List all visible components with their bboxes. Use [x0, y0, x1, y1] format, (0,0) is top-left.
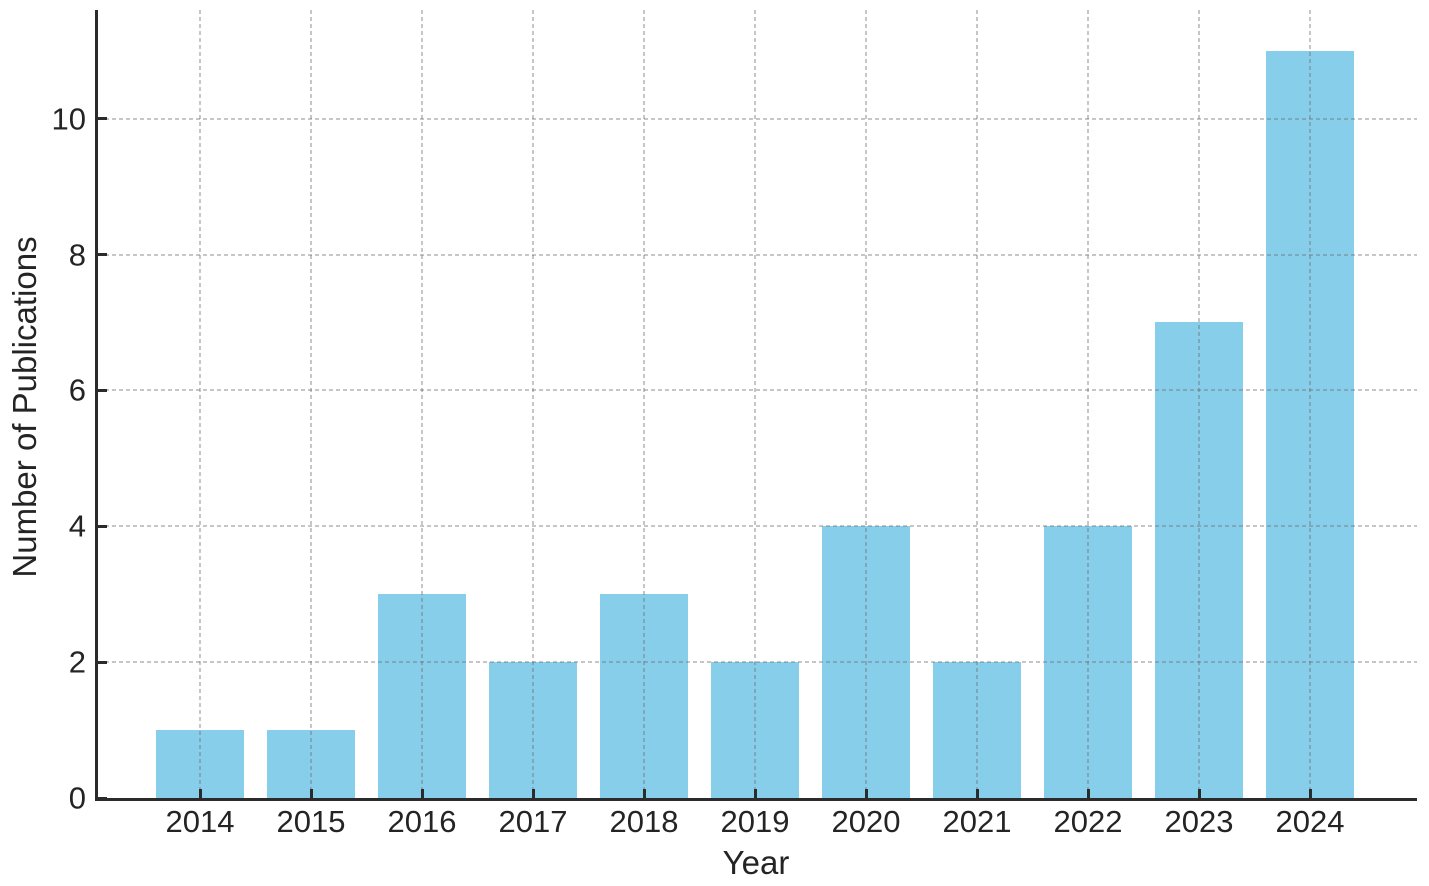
bar-2023	[1155, 322, 1243, 798]
x-tick-label: 2016	[387, 804, 457, 839]
y-tick-label: 4	[68, 508, 86, 544]
x-tick-label: 2017	[498, 804, 568, 839]
vertical-gridline-2023	[1198, 10, 1200, 798]
vertical-gridline-2014	[199, 10, 201, 798]
x-tick-mark-2020	[864, 789, 868, 798]
y-axis-title: Number of Publications	[6, 236, 43, 578]
y-tick-label: 6	[68, 372, 86, 408]
x-tick-mark-2014	[198, 789, 202, 798]
x-tick-mark-2022	[1086, 789, 1090, 798]
y-axis-spine	[95, 10, 98, 801]
y-tick-mark-6	[98, 388, 107, 392]
horizontal-gridline-6	[98, 389, 1417, 392]
bar-2019	[711, 662, 799, 798]
x-tick-mark-2018	[642, 789, 646, 798]
vertical-gridline-2024	[1309, 10, 1311, 798]
x-tick-label: 2024	[1275, 804, 1345, 839]
vertical-gridline-2015	[310, 10, 312, 798]
plot-area	[98, 10, 1417, 800]
vertical-gridline-2016	[421, 10, 423, 798]
x-tick-label: 2023	[1164, 804, 1234, 839]
x-tick-label: 2019	[720, 804, 790, 839]
y-tick-mark-10	[98, 117, 107, 121]
bar-2021	[933, 662, 1021, 798]
vertical-gridline-2020	[865, 10, 867, 798]
x-axis-title: Year	[722, 844, 790, 881]
x-tick-label: 2014	[165, 804, 235, 839]
bar-2016	[378, 594, 466, 798]
x-tick-label: 2018	[609, 804, 679, 839]
vertical-gridline-2017	[532, 10, 534, 798]
bar-2024	[1266, 51, 1354, 798]
x-tick-mark-2016	[420, 789, 424, 798]
y-tick-label: 8	[68, 237, 86, 273]
horizontal-gridline-8	[98, 253, 1417, 256]
bar-2022	[1044, 526, 1132, 798]
vertical-gridline-2019	[754, 10, 756, 798]
y-tick-label: 0	[68, 780, 86, 816]
x-tick-mark-2019	[753, 789, 757, 798]
x-tick-mark-2024	[1308, 789, 1312, 798]
y-tick-label: 2	[68, 644, 86, 680]
x-tick-label: 2015	[276, 804, 346, 839]
vertical-gridline-2022	[1087, 10, 1089, 798]
x-tick-mark-2015	[309, 789, 313, 798]
bar-2018	[600, 594, 688, 798]
y-tick-mark-8	[98, 253, 107, 257]
y-tick-mark-2	[98, 660, 107, 664]
x-axis-spine	[95, 798, 1417, 801]
vertical-gridline-2021	[976, 10, 978, 798]
x-tick-mark-2021	[975, 789, 979, 798]
horizontal-gridline-4	[98, 525, 1417, 528]
y-tick-label: 10	[51, 101, 86, 137]
x-tick-label: 2020	[831, 804, 901, 839]
bar-2020	[822, 526, 910, 798]
bar-2017	[489, 662, 577, 798]
vertical-gridline-2018	[643, 10, 645, 798]
x-tick-label: 2022	[1053, 804, 1123, 839]
y-axis-tick-labels: 0 2 4 6 8 10	[0, 0, 86, 886]
y-tick-mark-4	[98, 524, 107, 528]
bar-2015	[267, 730, 355, 798]
x-tick-label: 2021	[942, 804, 1012, 839]
x-tick-mark-2017	[531, 789, 535, 798]
bar-2014	[156, 730, 244, 798]
horizontal-gridline-10	[98, 117, 1417, 120]
horizontal-gridline-2	[98, 661, 1417, 664]
x-tick-mark-2023	[1197, 789, 1201, 798]
